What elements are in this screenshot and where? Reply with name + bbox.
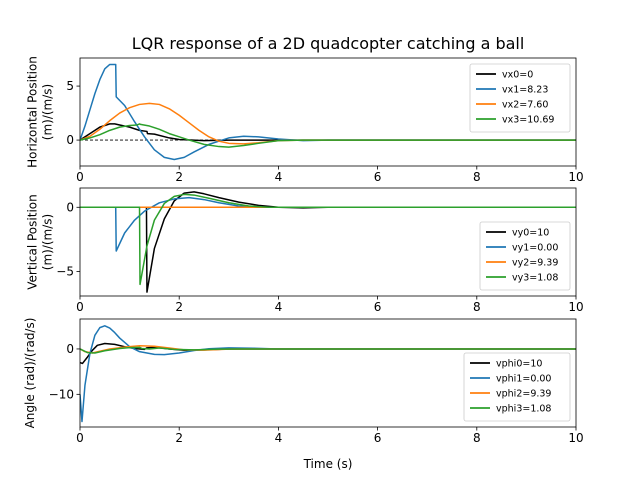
- legend: vy0=10 vy1=0.00 vy2=9.39 vy3=1.08: [479, 221, 571, 291]
- legend-label: vphi1=0.00: [496, 374, 551, 385]
- x-tick-label: 6: [374, 300, 382, 314]
- legend: vx0=0 vx1=8.23 vx2=7.60 vx3=10.69: [469, 63, 571, 133]
- x-axis-label: Time (s): [303, 457, 353, 471]
- series-group: [80, 63, 576, 161]
- legend-label: vy2=9.39: [512, 258, 558, 269]
- x-tick-label: 6: [374, 431, 382, 445]
- legend: vphi0=10 vphi1=0.00 vphi2=9.39 vphi3=1.08: [463, 352, 571, 422]
- y-axis-label: Angle (rad)/(rad/s): [23, 318, 37, 429]
- x-tick-label: 2: [175, 170, 183, 184]
- y-tick-label: 0: [66, 133, 74, 147]
- x-tick-label: 0: [76, 170, 84, 184]
- x-tick-label: 0: [76, 300, 84, 314]
- series-group: [80, 325, 576, 423]
- y-tick-label: 5: [66, 79, 74, 93]
- x-tick-label: 8: [473, 431, 481, 445]
- legend-label: vx3=10.69: [502, 115, 554, 126]
- y-axis-label: (m)/(m/s): [41, 214, 55, 270]
- legend-label: vx1=8.23: [502, 85, 548, 96]
- series-line-vy3: [80, 193, 576, 286]
- axes-frame: [79, 187, 577, 297]
- legend-label: vphi0=10: [496, 359, 542, 370]
- y-tick-label: −5: [56, 265, 74, 279]
- x-tick-label: 10: [568, 170, 583, 184]
- x-tick-label: 0: [76, 431, 84, 445]
- x-tick-label: 10: [568, 431, 583, 445]
- legend-box: [463, 352, 571, 422]
- legend-label: vy3=1.08: [512, 273, 558, 284]
- axes-frame: [79, 318, 577, 428]
- subplot-1: 0 2 4 6 8 10 0 5 Horizontal Position (m)/(m/s) vx0…: [26, 56, 584, 184]
- legend-label: vphi2=9.39: [496, 389, 551, 400]
- legend-label: vx0=0: [502, 70, 533, 81]
- legend-box: [479, 221, 571, 291]
- x-tick-label: 2: [175, 300, 183, 314]
- axes-frame: [79, 57, 577, 167]
- series-line-vx1: [80, 63, 576, 161]
- y-tick-label: 0: [66, 342, 74, 356]
- x-tick-label: 8: [473, 300, 481, 314]
- legend-label: vy0=10: [512, 228, 549, 239]
- series-group: [80, 191, 576, 293]
- series-line-vx3: [80, 123, 576, 148]
- y-axis-label: Vertical Position: [26, 194, 40, 289]
- y-axis-label: Horizontal Position: [26, 56, 40, 168]
- y-tick-label: −10: [49, 387, 74, 401]
- legend-label: vphi3=1.08: [496, 404, 551, 415]
- x-tick-label: 2: [175, 431, 183, 445]
- series-line-vx2: [80, 102, 576, 145]
- x-tick-label: 4: [275, 170, 283, 184]
- y-tick-label: 0: [66, 200, 74, 214]
- x-tick-label: 8: [473, 170, 481, 184]
- legend-label: vy1=0.00: [512, 243, 558, 254]
- x-tick-label: 4: [275, 300, 283, 314]
- legend-box: [469, 63, 571, 133]
- x-tick-label: 4: [275, 431, 283, 445]
- x-tick-label: 6: [374, 170, 382, 184]
- series-line-vphi3: [80, 346, 576, 354]
- y-axis-label: (m)/(m/s): [41, 84, 55, 140]
- x-tick-label: 10: [568, 300, 583, 314]
- legend-label: vx2=7.60: [502, 100, 548, 111]
- figure-title: LQR response of a 2D quadcopter catching…: [132, 34, 525, 53]
- subplot-2: 0 2 4 6 8 10 −5 0 Vertical Position (m)/(m/s) vy0=…: [26, 187, 584, 314]
